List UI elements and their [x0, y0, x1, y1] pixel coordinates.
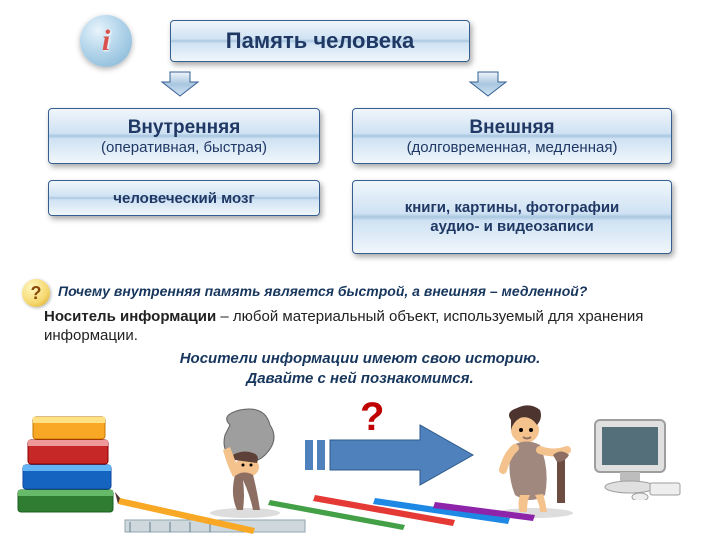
history-line2: Давайте с ней познакомимся.	[246, 370, 473, 387]
branch-left-title: Внутренняя	[128, 117, 241, 139]
branch-left-box: Внутренняя (оперативная, быстрая)	[48, 108, 320, 164]
stationery-icon	[115, 490, 545, 538]
info-icon-glyph: i	[102, 24, 110, 58]
question-icon-glyph: ?	[31, 283, 42, 304]
history-line1: Носители информации имеют свою историю.	[180, 350, 541, 367]
big-arrow-icon	[305, 420, 475, 490]
definition-bold: Носитель информации	[44, 308, 216, 325]
branch-right-box: Внешняя (долговременная, медленная)	[352, 108, 672, 164]
branch-left-detail: человеческий мозг	[48, 180, 320, 216]
slide: i Память человека Внутренняя (оперативна…	[0, 0, 720, 540]
info-icon: i	[80, 15, 132, 67]
question-text: Почему внутренняя память является быстро…	[58, 283, 587, 299]
arrow-down-left	[160, 70, 200, 98]
branch-left-detail-text: человеческий мозг	[113, 190, 254, 207]
main-title: Память человека	[226, 28, 414, 54]
computer-icon	[590, 415, 685, 500]
books-icon	[8, 405, 123, 535]
history-text: Носители информации имеют свою историю. …	[0, 349, 720, 388]
question-icon: ?	[22, 279, 50, 307]
branch-right-sub: (долговременная, медленная)	[407, 139, 618, 156]
branch-right-detail: книги, картины, фотографии аудио- и виде…	[352, 180, 672, 254]
branch-left-sub: (оперативная, быстрая)	[101, 139, 267, 156]
branch-right-title: Внешняя	[469, 117, 554, 139]
arrow-down-right	[468, 70, 508, 98]
big-question-mark: ?	[360, 395, 384, 440]
branch-right-detail-text: книги, картины, фотографии аудио- и виде…	[405, 198, 620, 237]
definition: Носитель информации – любой материальный…	[44, 308, 684, 346]
title-box: Память человека	[170, 20, 470, 62]
